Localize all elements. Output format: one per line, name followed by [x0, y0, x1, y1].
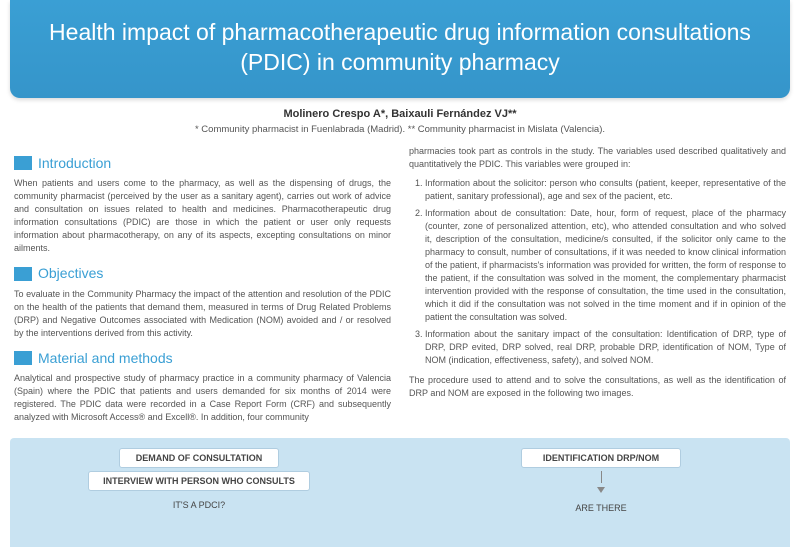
- flowchart-left: DEMAND OF CONSULTATION INTERVIEW WITH PE…: [28, 448, 370, 517]
- left-column: Introduction When patients and users com…: [14, 145, 391, 431]
- flow-node-are-there: ARE THERE: [521, 497, 681, 517]
- intro-text: When patients and users come to the phar…: [14, 177, 391, 255]
- methods-cont-tail: The procedure used to attend and to solv…: [409, 374, 786, 400]
- flowchart-right: IDENTIFICATION DRP/NOM ARE THERE: [430, 448, 772, 517]
- flow-connector-line: [601, 471, 602, 483]
- methods-variable-list: Information about the solicitor: person …: [409, 177, 786, 368]
- objectives-text: To evaluate in the Community Pharmacy th…: [14, 288, 391, 340]
- content-columns: Introduction When patients and users com…: [0, 145, 800, 431]
- list-item: Information about the solicitor: person …: [425, 177, 786, 203]
- section-head-intro: Introduction: [14, 153, 391, 173]
- section-bar-icon: [14, 351, 32, 365]
- list-item: Information about de consultation: Date,…: [425, 207, 786, 324]
- title-banner: Health impact of pharmacotherapeutic dru…: [10, 0, 790, 98]
- methods-text: Analytical and prospective study of phar…: [14, 372, 391, 424]
- section-title-objectives: Objectives: [38, 263, 103, 283]
- poster-title: Health impact of pharmacotherapeutic dru…: [34, 18, 766, 78]
- flowchart-panel: DEMAND OF CONSULTATION INTERVIEW WITH PE…: [10, 438, 790, 547]
- section-bar-icon: [14, 156, 32, 170]
- flow-node-identification: IDENTIFICATION DRP/NOM: [521, 448, 681, 468]
- list-item: Information about the sanitary impact of…: [425, 328, 786, 367]
- flow-node-is-pdci: IT'S A PDCI?: [119, 494, 279, 514]
- section-title-methods: Material and methods: [38, 348, 173, 368]
- chevron-down-icon: [597, 487, 605, 493]
- section-head-methods: Material and methods: [14, 348, 391, 368]
- section-head-objectives: Objectives: [14, 263, 391, 283]
- flow-node-demand: DEMAND OF CONSULTATION: [119, 448, 279, 468]
- right-column: pharmacies took part as controls in the …: [409, 145, 786, 431]
- affiliations-line: * Community pharmacist in Fuenlabrada (M…: [0, 124, 800, 135]
- authors-line: Molinero Crespo A*, Baixauli Fernández V…: [0, 108, 800, 120]
- flow-node-interview: INTERVIEW WITH PERSON WHO CONSULTS: [88, 471, 310, 491]
- section-bar-icon: [14, 267, 32, 281]
- section-title-intro: Introduction: [38, 153, 111, 173]
- methods-cont-lead: pharmacies took part as controls in the …: [409, 145, 786, 171]
